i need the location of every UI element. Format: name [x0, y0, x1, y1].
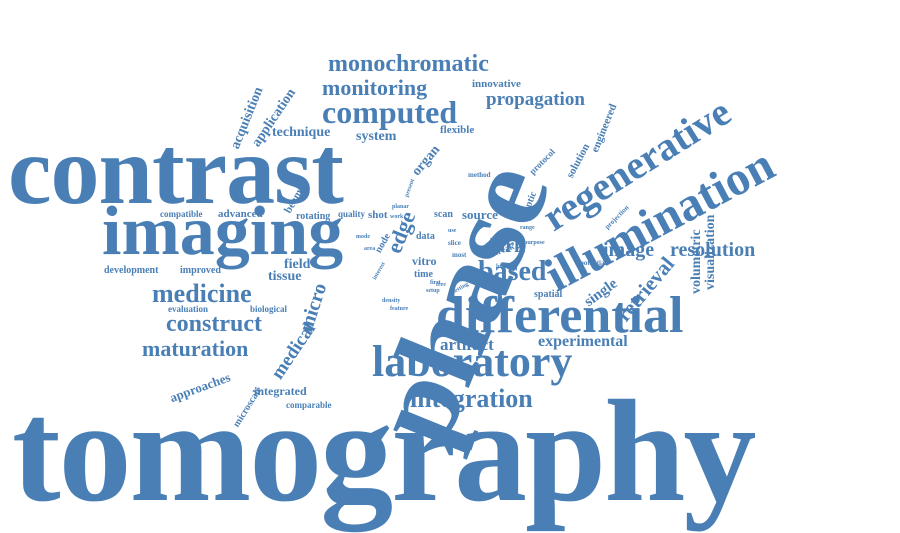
word-work: work — [390, 214, 404, 220]
word-shot: shot — [368, 209, 388, 221]
word-biological: biological — [250, 304, 288, 314]
word-free: free — [436, 282, 446, 288]
word-most: most — [452, 251, 467, 259]
word-tissue: tissue — [268, 269, 302, 284]
word-field: field — [284, 257, 311, 272]
word-advanced: advanced — [218, 208, 263, 220]
word-setup: setup — [426, 288, 440, 294]
word-data: data — [416, 231, 435, 242]
word-range: range — [520, 225, 535, 231]
word-propagation: propagation — [486, 89, 585, 110]
word-volumetric: volumetric — [689, 229, 704, 294]
word-spatial: spatial — [534, 289, 563, 300]
word-technique: technique — [272, 125, 331, 140]
word-monitoring: monitoring — [322, 75, 428, 100]
word-image: image — [603, 239, 655, 261]
word-compatible: compatible — [160, 209, 203, 219]
word-tomography: tomography — [12, 370, 756, 532]
word-improved: improved — [180, 265, 221, 276]
word-comparable: comparable — [286, 400, 332, 410]
word-system: system — [356, 129, 397, 144]
word-density: density — [382, 298, 401, 304]
word-innovative: innovative — [472, 78, 521, 90]
word-engineered: engineered — [589, 102, 620, 155]
word-planar: planar — [392, 204, 410, 210]
word-area: area — [364, 246, 376, 252]
word-artifact: artifact — [440, 335, 494, 354]
word-quality: quality — [338, 209, 366, 219]
word-purpose: purpose — [524, 240, 545, 246]
word-differential: differential — [436, 287, 684, 344]
word-present: present — [404, 178, 417, 199]
word-time: time — [414, 269, 433, 280]
word-visualization: visualization — [703, 214, 718, 290]
word-laboratory: laboratory — [372, 337, 573, 386]
word-source: source — [462, 207, 498, 222]
word-higher: higher — [496, 264, 513, 270]
word-monochromatic: monochromatic — [328, 51, 489, 77]
word-resolution: resolution — [670, 239, 756, 261]
word-contrast: contrast — [8, 117, 344, 225]
word-construct: construct — [166, 311, 262, 337]
word-integration: integration — [410, 384, 533, 413]
word-flexible: flexible — [440, 124, 475, 136]
word-feature: feature — [390, 306, 409, 312]
word-vitro: vitro — [412, 254, 437, 268]
word-based: based — [478, 256, 547, 287]
word-experimental: experimental — [538, 333, 628, 350]
word-medicine: medicine — [152, 279, 252, 308]
word-integrated: integrated — [254, 384, 307, 398]
word-evaluation: evaluation — [168, 304, 209, 314]
word-first: first — [430, 280, 441, 286]
word-potential: potential — [580, 259, 607, 267]
word-dark: dark — [484, 235, 526, 257]
word-use: use — [448, 228, 457, 234]
word-rotating: rotating — [296, 211, 331, 222]
word-computed: computed — [322, 94, 458, 130]
word-protocol: protocol — [527, 146, 557, 177]
word-mode: mode — [356, 234, 370, 240]
word-method: method — [468, 171, 491, 179]
word-scan: scan — [434, 209, 453, 220]
word-maturation: maturation — [142, 336, 249, 361]
word-development: development — [104, 265, 159, 276]
word-interest: interest — [372, 261, 387, 281]
word-slice: slice — [448, 239, 461, 247]
word-organ: organ — [409, 142, 444, 179]
word-ideal: ideal — [460, 276, 473, 282]
word-imaging: imaging — [102, 193, 344, 270]
